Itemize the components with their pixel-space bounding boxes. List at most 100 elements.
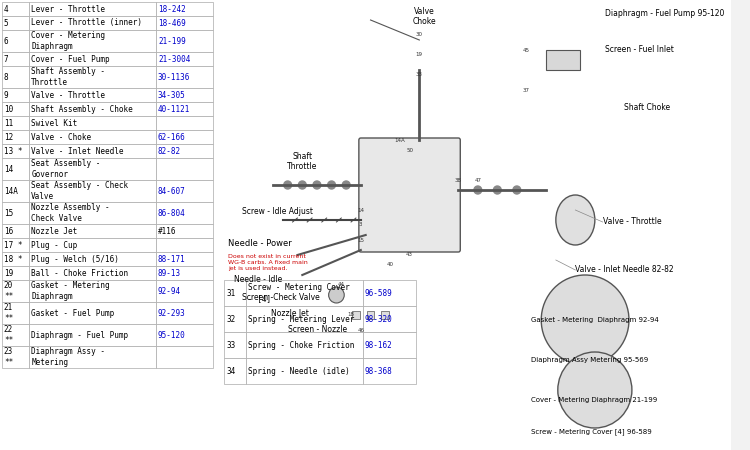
Text: 84-607: 84-607 [158,186,186,195]
Text: Shaft Choke: Shaft Choke [624,104,670,112]
Text: Needle - Power: Needle - Power [228,238,292,248]
Text: Cover - Metering
Diaphragm: Cover - Metering Diaphragm [32,32,105,51]
Bar [156,144,212,158]
Text: 30-1136: 30-1136 [158,72,190,81]
Bar [2,280,29,302]
Bar [156,302,212,324]
Bar [2,2,29,16]
Text: 98-162: 98-162 [364,341,392,350]
Text: 13 *: 13 * [4,147,22,156]
Text: 15: 15 [4,208,13,217]
Text: 5: 5 [4,18,8,27]
Bar [156,252,212,266]
Bar [2,266,29,280]
Text: 33: 33 [226,341,236,350]
Bar [29,52,156,66]
Bar [246,306,363,332]
Bar [2,238,29,252]
Bar [156,202,212,224]
Bar [156,324,212,346]
Bar [156,224,212,238]
Text: 45: 45 [523,48,530,53]
Text: Nozzle Jet: Nozzle Jet [271,310,309,319]
Text: Spring - Needle (idle): Spring - Needle (idle) [248,366,350,375]
Bar [29,30,156,52]
Text: 82-82: 82-82 [158,147,181,156]
Text: 34: 34 [226,366,236,375]
Text: 21-199: 21-199 [158,36,186,45]
Text: #116: #116 [158,226,176,235]
Circle shape [542,275,629,365]
Text: 98-368: 98-368 [364,366,392,375]
Text: 18-242: 18-242 [158,4,186,13]
Bar [2,158,29,180]
Bar [224,280,246,306]
Circle shape [284,181,292,189]
Circle shape [474,186,482,194]
Bar [546,50,580,70]
Text: Does not exist in current
WG-B carbs. A fixed main
jet is used instead.: Does not exist in current WG-B carbs. A … [228,254,308,271]
Text: 92-293: 92-293 [158,309,186,318]
Text: Seat Assembly -
Governor: Seat Assembly - Governor [32,159,100,179]
Text: 8: 8 [4,72,8,81]
Text: 43: 43 [406,252,413,257]
Text: Valve - Inlet Needle: Valve - Inlet Needle [32,147,124,156]
Bar [2,324,29,346]
Circle shape [328,181,335,189]
Bar [29,238,156,252]
Text: Shaft Assembly -
Throttle: Shaft Assembly - Throttle [32,68,105,87]
Bar [29,102,156,116]
Text: 86-804: 86-804 [158,208,186,217]
Bar [363,332,416,358]
Circle shape [328,287,344,303]
Text: Spring - Metering Lever: Spring - Metering Lever [248,315,354,324]
Bar [363,358,416,384]
Text: 18-469: 18-469 [158,18,186,27]
Bar [246,280,363,306]
Text: 15: 15 [357,238,364,243]
Bar [29,324,156,346]
Text: 11: 11 [4,118,13,127]
Ellipse shape [556,195,595,245]
Bar [2,346,29,368]
Text: Cover - Fuel Pump: Cover - Fuel Pump [32,54,109,63]
Bar [156,158,212,180]
Bar [156,280,212,302]
Bar [29,2,156,16]
Bar [2,302,29,324]
Text: Valve - Choke: Valve - Choke [32,132,92,141]
Text: 21
**: 21 ** [4,303,13,323]
Text: 44: 44 [338,283,345,288]
Text: Valve - Throttle: Valve - Throttle [32,90,105,99]
Text: 3: 3 [359,222,362,228]
Text: Diaphragm - Fuel Pump: Diaphragm - Fuel Pump [32,330,128,339]
Bar [2,66,29,88]
Text: Valve - Inlet Needle 82-82: Valve - Inlet Needle 82-82 [575,266,674,274]
Bar [156,266,212,280]
Text: Lever - Throttle (inner): Lever - Throttle (inner) [32,18,142,27]
Bar [363,280,416,306]
Text: 46: 46 [357,328,364,333]
Text: 47: 47 [474,177,482,183]
Text: 62-166: 62-166 [158,132,186,141]
Text: 12: 12 [4,132,13,141]
Bar [2,130,29,144]
Text: Lever - Throttle: Lever - Throttle [32,4,105,13]
Bar [29,252,156,266]
Bar [29,346,156,368]
Bar [29,202,156,224]
Bar [156,16,212,30]
Text: Shaft Assembly - Choke: Shaft Assembly - Choke [32,104,133,113]
Text: 23
**: 23 ** [4,347,13,367]
Bar [156,238,212,252]
Bar [381,311,389,319]
Text: Gasket - Fuel Pump: Gasket - Fuel Pump [32,309,115,318]
Text: 98-320: 98-320 [364,315,392,324]
Text: 18: 18 [347,312,355,318]
Bar [2,102,29,116]
Text: 38: 38 [454,177,462,183]
Bar [2,116,29,130]
Bar [2,202,29,224]
Bar [156,346,212,368]
Text: Shaft
Throttle: Shaft Throttle [287,152,317,171]
